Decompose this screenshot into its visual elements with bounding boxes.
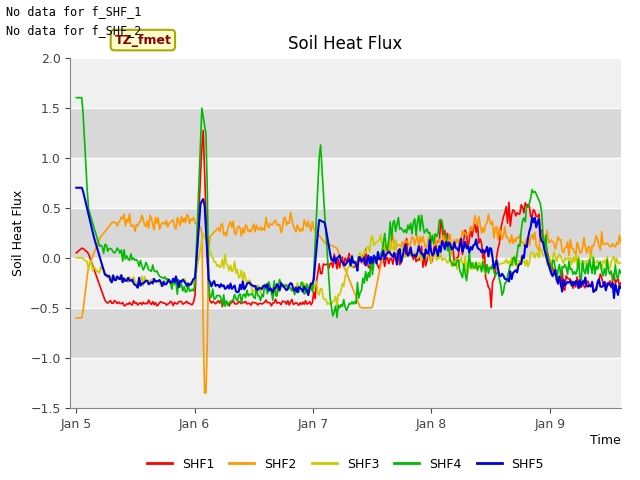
Legend: SHF1, SHF2, SHF3, SHF4, SHF5: SHF1, SHF2, SHF3, SHF4, SHF5 (142, 453, 549, 476)
Text: No data for f_SHF_1: No data for f_SHF_1 (6, 5, 142, 18)
Bar (70, 358, 621, 408)
Bar (70, 158, 621, 208)
Bar (70, 58, 621, 108)
Bar (70, 258, 621, 308)
Bar (70, 108, 621, 158)
Y-axis label: Soil Heat Flux: Soil Heat Flux (12, 190, 24, 276)
Bar (70, 308, 621, 358)
Title: Soil Heat Flux: Soil Heat Flux (289, 35, 403, 53)
Text: TZ_fmet: TZ_fmet (115, 34, 172, 47)
Text: No data for f_SHF_2: No data for f_SHF_2 (6, 24, 142, 37)
X-axis label: Time: Time (590, 433, 621, 446)
Bar (70, 208, 621, 258)
